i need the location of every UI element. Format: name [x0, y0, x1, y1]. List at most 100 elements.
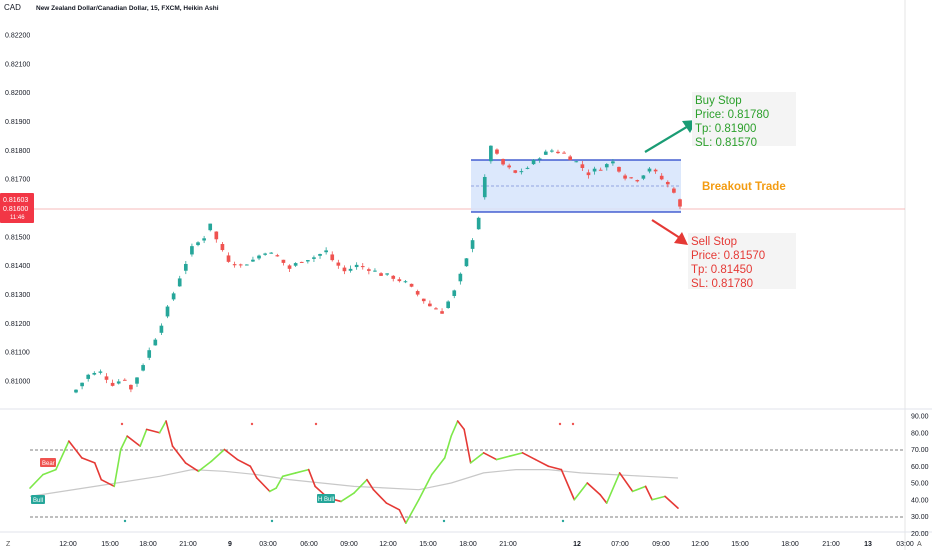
hidden-bull-label: H Bull [318, 497, 334, 503]
candle-body [354, 264, 359, 268]
candle-body [592, 168, 597, 172]
price-tick-label: 0.81800 [5, 148, 30, 155]
price-tick-label: 0.81700 [5, 177, 30, 184]
price-tick-label: 0.82100 [5, 61, 30, 68]
candle-body [330, 254, 335, 261]
candle-body [379, 273, 383, 276]
divergence-markers [120, 422, 575, 523]
candle-body [360, 266, 365, 268]
time-tick-label: 09:00 [340, 541, 358, 548]
oscillator-segment [644, 485, 653, 501]
candle-body [604, 164, 609, 168]
candle-body [312, 257, 316, 259]
candle-body [635, 180, 640, 182]
sell-arrow-shaft [651, 219, 681, 239]
time-tick-label: 15:00 [731, 541, 749, 548]
candle-body [665, 181, 670, 185]
sell-stop-box [688, 233, 796, 289]
oscillator-segment [184, 462, 200, 473]
divergence-dot [314, 422, 318, 426]
time-tick-label: 12:00 [379, 541, 397, 548]
oscillator-segment [165, 420, 174, 447]
indicator-tick-label: 40.00 [911, 497, 929, 504]
candle-body [324, 250, 328, 253]
candle-body [556, 151, 560, 154]
candle-body [409, 283, 414, 287]
oscillator-segment [81, 457, 96, 464]
candle-body [580, 164, 585, 168]
candle-body [495, 149, 499, 154]
oscillator-segment [119, 435, 128, 451]
oscillator-segment [255, 477, 271, 493]
candle-body [98, 371, 103, 373]
candle-body [476, 217, 481, 230]
signal-line [29, 468, 679, 497]
candles [74, 145, 682, 394]
auto-scale-glyph[interactable]: A [917, 541, 922, 548]
oscillator-segment [534, 458, 550, 468]
bear-label: Bear [42, 461, 55, 467]
divergence-dot [120, 422, 124, 426]
currency-label: CAD [4, 3, 21, 12]
oscillator-segment [443, 435, 453, 459]
time-tick-label: 18:00 [459, 541, 477, 548]
candle-body [391, 275, 396, 279]
oscillator-segment [547, 465, 563, 471]
candle-body [574, 161, 579, 163]
divergence-dot [123, 519, 127, 523]
oscillator-segment [398, 508, 407, 525]
bull-label-box [31, 495, 45, 504]
candle-body [342, 267, 347, 272]
buy-arrow-shaft [644, 124, 691, 153]
candle-body [385, 273, 389, 275]
candle-body [672, 188, 676, 193]
candle-body [190, 246, 194, 255]
candle-body [428, 303, 432, 307]
time-tick-label: 21:00 [499, 541, 517, 548]
candle-body [336, 262, 341, 266]
time-tick-label: 18:00 [139, 541, 157, 548]
buy-stop-box [692, 92, 796, 146]
current-price-label-2: 0.81600 [3, 206, 28, 213]
candle-body [507, 165, 512, 168]
price-tick-label: 0.81300 [5, 292, 30, 299]
candle-body [257, 255, 261, 259]
divergence-dot [571, 422, 575, 426]
candle-body [318, 253, 322, 256]
oscillator-segment [340, 492, 355, 503]
candle-body [116, 381, 121, 384]
time-tick-label: 13 [864, 541, 872, 548]
indicator-tick-label: 80.00 [911, 430, 929, 437]
candle-body [275, 255, 280, 257]
sell-stop-tp: Tp: 0.81450 [691, 264, 752, 276]
oscillator-segment [463, 428, 472, 464]
candle-body [287, 265, 292, 269]
candle-body [543, 151, 548, 155]
price-tick-label: 0.82000 [5, 90, 30, 97]
oscillator-segment [171, 445, 187, 464]
candle-body [659, 175, 664, 180]
candle-body [214, 231, 219, 240]
oscillator-segment [469, 452, 485, 464]
time-tick-label: 12:00 [691, 541, 709, 548]
candle-body [415, 291, 420, 295]
candle-body [434, 308, 438, 310]
oscillator-segment [385, 502, 401, 511]
timezone-glyph[interactable]: Z [6, 541, 11, 548]
candle-body [238, 264, 243, 266]
candle-body [293, 263, 298, 266]
bear-label-box [40, 458, 56, 467]
time-axis: 12:00 15:00 18:00 21:00 9 03:00 06:00 09:00 12:0… [59, 541, 914, 548]
time-tick-label: 03:00 [896, 541, 914, 548]
oscillator-segment [508, 452, 524, 458]
candle-body [531, 159, 536, 165]
indicator-axis: 90.00 80.00 70.00 60.00 50.00 40.00 30.00 20.00 [911, 414, 929, 538]
bull-label: Bull [33, 498, 43, 504]
candle-body [171, 293, 176, 300]
candle-body [629, 177, 634, 179]
symbol-title: New Zealand Dollar/Canadian Dollar, 15, … [36, 5, 219, 12]
candle-body [489, 145, 493, 162]
candle-body [232, 264, 237, 266]
oscillator-segment [495, 455, 511, 461]
